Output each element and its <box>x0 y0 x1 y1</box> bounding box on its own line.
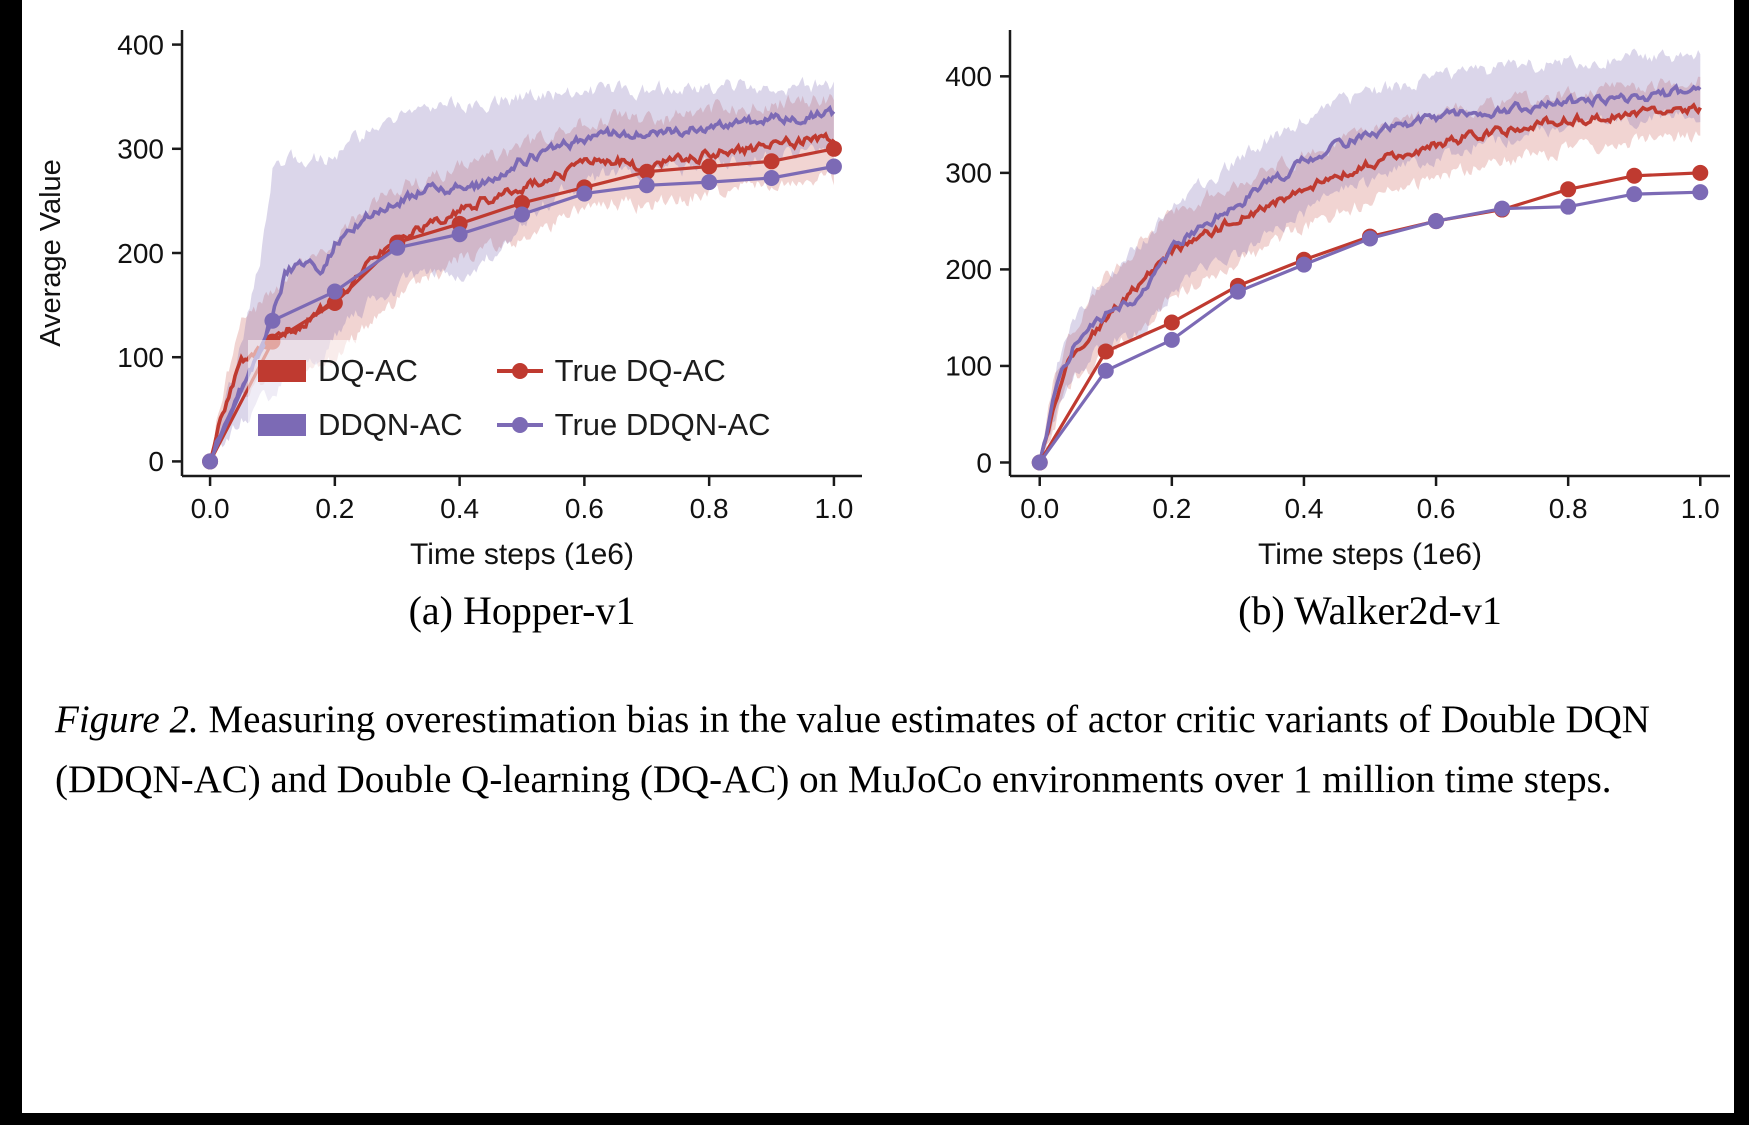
legend-entry-dq-ac: DQ-AC <box>258 353 463 389</box>
y-tick-label: 200 <box>945 254 992 285</box>
legend-label: True DQ-AC <box>554 353 726 388</box>
y-tick-label: 300 <box>945 158 992 189</box>
legend-label: True DDQN-AC <box>554 407 771 442</box>
y-tick-label: 100 <box>945 351 992 382</box>
hopper-chart-svg: 0 100 200 300 400 0.0 0.2 0.4 0.6 0.8 1.0 Average V… <box>35 29 862 571</box>
y-tick-label: 200 <box>117 238 164 269</box>
figure-caption-body: Measuring overestimation bias in the val… <box>55 698 1650 801</box>
x-tick-label: 0.6 <box>1417 493 1456 524</box>
dq-ac-band <box>210 93 834 462</box>
ddqn-ac-band <box>1039 48 1701 463</box>
dq-ac-band <box>1039 76 1701 463</box>
dq-ac-line <box>208 131 836 462</box>
x-tick-label: 0.0 <box>1020 493 1059 524</box>
legend-label: DDQN-AC <box>318 407 463 442</box>
x-tick-label: 0.4 <box>1284 493 1323 524</box>
right-border <box>1734 0 1749 1125</box>
y-tick-label: 0 <box>148 446 164 477</box>
x-tick-label: 1.0 <box>1681 493 1720 524</box>
chart-walker: 0 100 200 300 400 0.0 0.2 0.4 0.6 0.8 1.0 Time step… <box>918 10 1749 634</box>
subcaption-b: (b) Walker2d-v1 <box>1238 588 1502 633</box>
legend-marker-swatch <box>496 415 543 435</box>
legend-marker-swatch <box>496 361 543 381</box>
figure-caption-label: Figure 2. <box>55 698 199 741</box>
x-tick-label: 0.2 <box>1152 493 1191 524</box>
true-ddqn-ac-markers <box>1031 184 1709 471</box>
walker-chart-svg: 0 100 200 300 400 0.0 0.2 0.4 0.6 0.8 1.0 Time step… <box>945 30 1730 571</box>
x-axis-label: Time steps (1e6) <box>1258 538 1482 571</box>
x-tick-label: 0.8 <box>690 493 729 524</box>
y-tick-label: 400 <box>945 61 992 92</box>
true-ddqn-ac-markers <box>202 158 842 470</box>
chart-hopper: 0 100 200 300 400 0.0 0.2 0.4 0.6 0.8 1.0 Average V… <box>30 10 892 634</box>
legend-patch-swatch <box>258 414 306 436</box>
y-tick-label: 100 <box>117 342 164 373</box>
legend-label: DQ-AC <box>318 353 418 388</box>
figure-caption: Figure 2. Measuring overestimation bias … <box>55 690 1655 810</box>
x-tick-label: 0.6 <box>565 493 604 524</box>
y-tick-label: 400 <box>117 29 164 60</box>
legend-entry-true-ddqn-ac: True DDQN-AC <box>496 407 771 443</box>
x-tick-label: 0.0 <box>191 493 230 524</box>
bottom-border <box>0 1113 1749 1125</box>
subcaption-a: (a) Hopper-v1 <box>408 588 636 633</box>
charts-row: 0 100 200 300 400 0.0 0.2 0.4 0.6 0.8 1.0 Average V… <box>30 10 1749 634</box>
dq-ac-line <box>1037 102 1702 463</box>
x-tick-label: 0.2 <box>315 493 354 524</box>
ddqn-ac-band <box>210 76 834 462</box>
left-border <box>0 0 22 1125</box>
x-tick-label: 0.8 <box>1549 493 1588 524</box>
ddqn-ac-line <box>208 104 836 463</box>
y-tick-label: 0 <box>976 447 992 478</box>
x-tick-label: 1.0 <box>814 493 853 524</box>
x-tick-label: 0.4 <box>440 493 479 524</box>
ddqn-ac-line <box>1037 83 1702 463</box>
x-axis-label: Time steps (1e6) <box>410 538 634 571</box>
legend-entry-true-dq-ac: True DQ-AC <box>496 353 771 389</box>
legend-entry-ddqn-ac: DDQN-AC <box>258 407 463 443</box>
chart-legend: DQ-AC DDQN-AC True DQ-AC True DDQN-AC <box>248 340 781 456</box>
y-axis-label: Average Value <box>35 159 67 347</box>
legend-patch-swatch <box>258 360 306 382</box>
y-tick-label: 300 <box>117 134 164 165</box>
